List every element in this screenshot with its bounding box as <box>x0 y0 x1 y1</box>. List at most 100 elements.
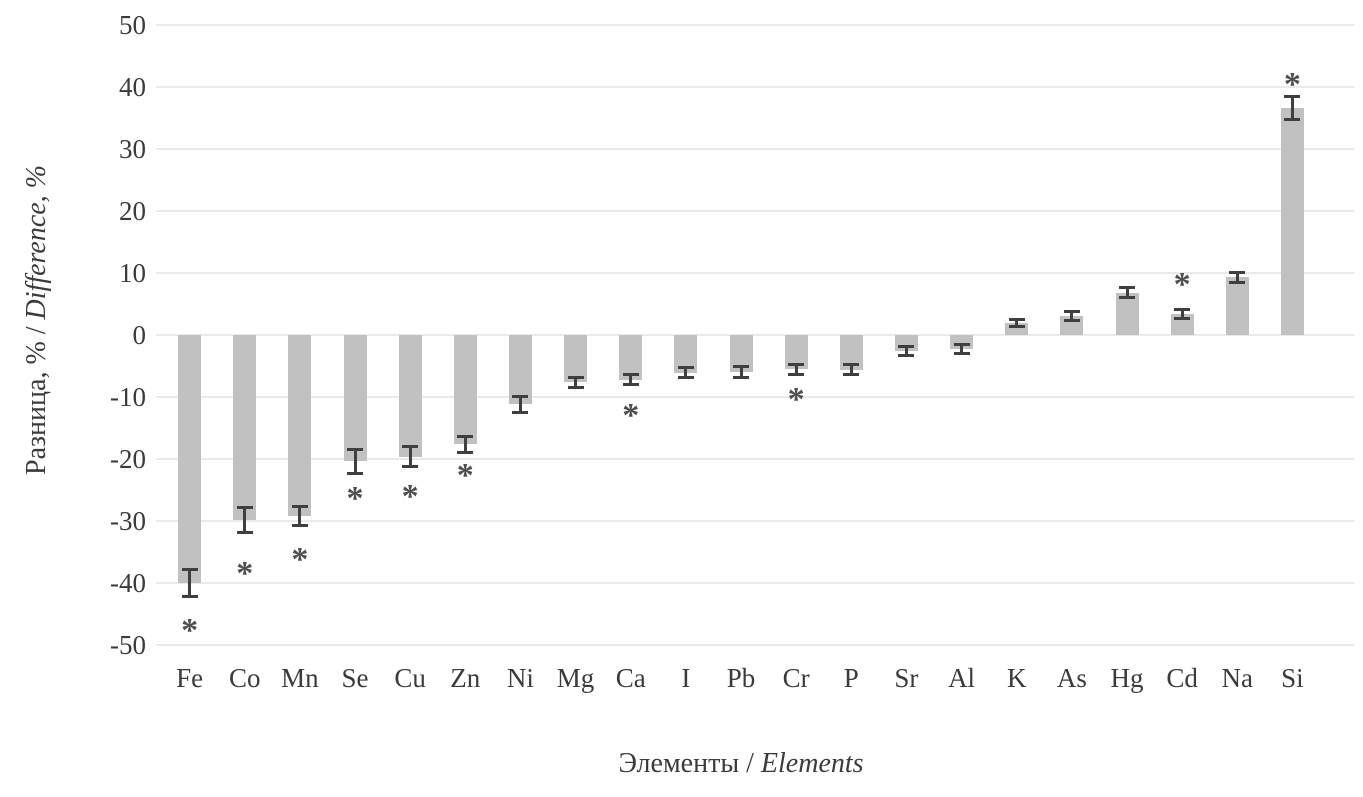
bar-Cr <box>784 335 808 370</box>
significance-asterisk-Co: * <box>236 554 254 592</box>
y-tick-label: 40 <box>119 72 146 102</box>
bar-Si <box>1280 108 1304 335</box>
error-bar-cap <box>1174 316 1191 320</box>
error-bar-line <box>1015 319 1019 327</box>
category-label-Na: Na <box>1221 663 1254 693</box>
y-axis-title-en: Difference, % <box>21 165 52 320</box>
y-tick-label: -10 <box>110 382 146 412</box>
error-bar-cap <box>677 366 694 370</box>
error-bar-cap <box>1229 270 1246 274</box>
significance-asterisk-Se: * <box>346 480 364 518</box>
bar-Ca <box>619 335 643 380</box>
category-label-Al: Al <box>948 663 976 693</box>
bar-K <box>1005 323 1029 335</box>
error-bar-cap <box>291 524 308 528</box>
error-bar-cap <box>512 394 529 398</box>
error-bar-line <box>960 344 964 354</box>
error-bar-cap <box>512 411 529 414</box>
error-bar-cap <box>843 363 860 367</box>
error-bar-line <box>298 506 302 526</box>
error-bar-line <box>408 446 412 467</box>
bar-I <box>674 335 698 373</box>
error-bar-cap <box>181 595 198 599</box>
error-bar-line <box>574 377 578 388</box>
y-tick-label: 20 <box>119 196 146 226</box>
error-bar-cap <box>1063 309 1080 313</box>
error-bar-line <box>463 436 467 453</box>
error-bar-cap <box>953 352 970 356</box>
error-bar-line <box>1180 309 1184 319</box>
bar-Cu <box>398 335 422 457</box>
error-bar-line <box>1070 311 1074 321</box>
gridline <box>156 272 1354 274</box>
x-axis-title-separator: / <box>739 748 761 779</box>
error-bar-cap <box>622 383 639 387</box>
error-bar-line <box>518 396 522 413</box>
plot-area: * Fe * Co * Mn * Se * Cu * Zn Ni Mg * Ca I Pb * Cr P Sr Al K As H… <box>156 24 1354 692</box>
category-label-Cu: Cu <box>394 663 426 693</box>
bar-Ni <box>508 335 532 405</box>
gridline <box>156 334 1354 336</box>
significance-asterisk-Mn: * <box>291 541 309 579</box>
significance-asterisk-Fe: * <box>181 611 199 649</box>
category-label-Mn: Mn <box>281 663 319 693</box>
category-label-As: As <box>1056 663 1087 693</box>
x-axis-title: Элементы / Elements <box>162 750 1320 778</box>
y-tick-label: -30 <box>110 506 146 536</box>
category-label-Fe: Fe <box>176 663 204 693</box>
category-label-Cr: Cr <box>782 663 810 693</box>
category-label-Mg: Mg <box>556 663 595 693</box>
gridline <box>156 24 1354 26</box>
error-bar-cap <box>347 447 363 451</box>
error-bar-line <box>1125 287 1129 298</box>
error-bar-cap <box>733 364 749 368</box>
gridline <box>156 396 1354 398</box>
error-bar-cap <box>733 375 749 379</box>
y-tick-label: 30 <box>119 134 146 164</box>
category-label-Si: Si <box>1281 663 1304 693</box>
bar-Se <box>343 335 367 462</box>
bar-Pb <box>729 335 753 372</box>
category-label-Sr: Sr <box>894 663 919 693</box>
bar-Na <box>1225 277 1249 335</box>
y-tick-label: 0 <box>132 320 147 350</box>
error-bar-line <box>353 449 357 474</box>
error-bar-cap <box>457 450 474 454</box>
bar-Fe <box>178 335 202 583</box>
gridline <box>156 582 1354 584</box>
category-label-Cd: Cd <box>1166 663 1198 693</box>
error-bar-line <box>629 374 633 385</box>
error-bar-cap <box>1119 286 1135 290</box>
error-bar-cap <box>1008 325 1025 329</box>
category-label-P: P <box>843 663 859 693</box>
error-bar-cap <box>402 445 419 449</box>
error-bar-cap <box>788 362 805 366</box>
error-bar-cap <box>953 343 970 347</box>
error-bar-line <box>849 364 853 375</box>
y-tick-label: -20 <box>110 444 146 474</box>
x-axis-title-ru: Элементы <box>618 748 740 779</box>
significance-asterisk-Zn: * <box>456 457 474 495</box>
error-bar-line <box>904 346 908 356</box>
error-bar-cap <box>567 375 584 379</box>
y-tick-label: 50 <box>119 10 146 40</box>
error-bar-cap <box>181 567 198 571</box>
error-bar-cap <box>291 504 308 508</box>
gridline <box>156 148 1354 150</box>
error-bar-cap <box>1284 94 1301 98</box>
significance-asterisk-Cr: * <box>787 381 805 419</box>
error-bar-cap <box>788 372 805 376</box>
category-label-Hg: Hg <box>1110 663 1144 693</box>
bar-Mn <box>288 335 312 517</box>
category-label-Ca: Ca <box>615 663 646 693</box>
significance-asterisk-Ca: * <box>622 396 640 434</box>
error-bar-line <box>243 507 247 533</box>
error-bar-line <box>1235 272 1239 283</box>
error-bar-cap <box>843 373 860 377</box>
y-tick-label: -40 <box>110 568 146 598</box>
gridline <box>156 520 1354 522</box>
category-label-Ni: Ni <box>506 663 534 693</box>
error-bar-cap <box>1229 280 1246 284</box>
error-bar-cap <box>1174 308 1191 312</box>
gridline <box>156 210 1354 212</box>
